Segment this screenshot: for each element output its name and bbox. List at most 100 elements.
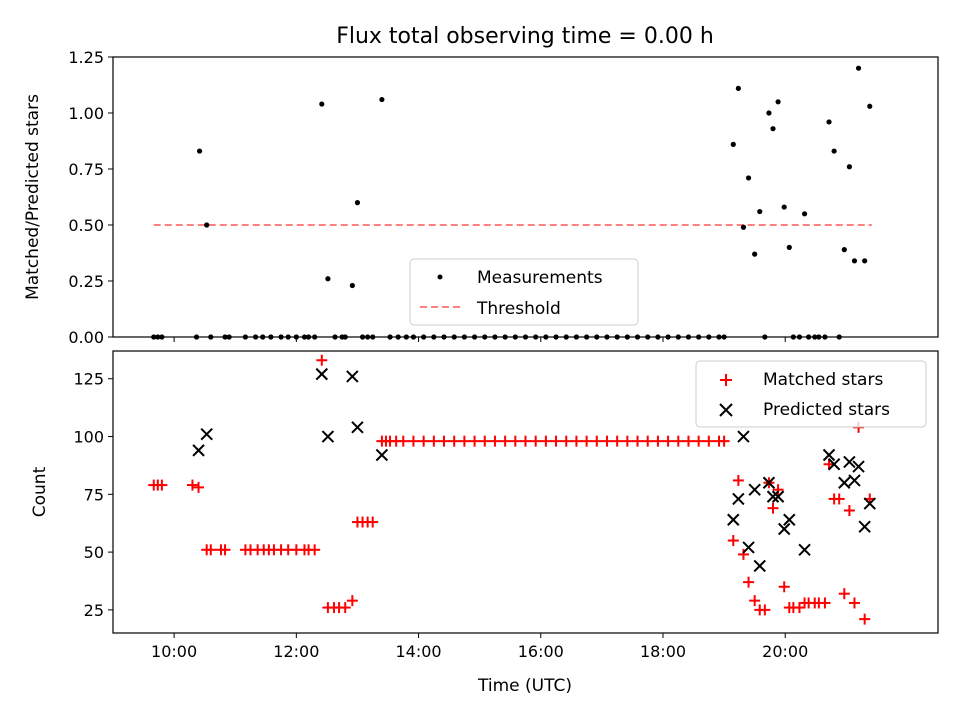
predicted-star-point — [742, 541, 755, 554]
matched-star-point — [509, 435, 521, 447]
matched-star-point — [407, 435, 419, 447]
y-tick-label: 0.75 — [68, 160, 104, 179]
measurement-point — [349, 282, 355, 289]
top-panel: 0.00 0.25 0.50 0.75 1.00 1.25 Matched/Predict… — [23, 48, 939, 347]
matched-star-point — [448, 435, 460, 447]
matched-star-point — [662, 435, 674, 447]
matched-star-point — [838, 588, 850, 600]
matched-star-point — [219, 544, 231, 556]
matched-star-point — [772, 484, 784, 496]
measurement-point — [752, 251, 758, 257]
measurement-point — [354, 200, 361, 206]
matched-star-point — [833, 493, 845, 505]
measurement-point — [196, 148, 203, 154]
predicted-star-point — [852, 460, 865, 473]
predicted-star-point — [762, 476, 776, 489]
measurement-point — [867, 103, 873, 109]
top-legend-box — [409, 258, 639, 326]
measurement-point — [757, 208, 763, 215]
predicted-star-point — [843, 455, 856, 469]
x-tick-label: 16:00 — [518, 642, 564, 661]
matched-star-point — [570, 435, 582, 447]
top-legend: Measurements Threshold — [409, 258, 639, 326]
x-tick-label: 12:00 — [273, 642, 319, 661]
matched-star-point — [759, 604, 771, 616]
matched-star-point — [428, 435, 440, 447]
measurement-point — [781, 204, 787, 210]
matched-star-point — [193, 481, 205, 493]
measurement-point — [775, 99, 781, 105]
predicted-star-point — [727, 513, 740, 526]
measurement-point — [730, 141, 736, 147]
matched-star-point — [743, 576, 755, 588]
x-tick-label: 14:00 — [396, 642, 442, 661]
legend-predicted-marker — [719, 403, 733, 417]
predicted-star-point — [838, 476, 851, 489]
matched-star-point — [530, 435, 542, 447]
matched-star-point — [703, 435, 715, 447]
matched-star-point — [316, 354, 328, 366]
measurement-point — [770, 126, 776, 132]
matched-star-point — [632, 435, 644, 447]
matched-star-point — [611, 435, 623, 447]
matched-star-point — [591, 435, 603, 447]
predicted-star-point — [748, 483, 761, 496]
matched-star-point — [859, 613, 871, 625]
matched-star-point — [479, 435, 491, 447]
matched-star-point — [346, 595, 358, 607]
top-y-axis: 0.00 0.25 0.50 0.75 1.00 1.25 — [68, 48, 113, 347]
predicted-star-point — [822, 448, 836, 462]
predicted-star-point — [783, 513, 796, 526]
predicted-star-point — [346, 370, 359, 383]
measurement-point — [831, 148, 837, 154]
matched-star-point — [749, 595, 761, 607]
measurement-point — [801, 211, 808, 217]
predicted-star-point — [737, 430, 750, 443]
matched-star-point — [682, 435, 694, 447]
bottom-x-axis-label: Time (UTC) — [477, 676, 572, 696]
predicted-star-point — [732, 492, 745, 506]
bottom-legend-box — [695, 360, 927, 428]
bottom-x-axis: 10:00 12:00 14:00 16:00 18:00 20:00 — [151, 633, 808, 661]
bottom-plot-area — [148, 354, 876, 625]
bottom-legend: Matched stars Predicted stars — [695, 360, 927, 428]
predicted-star-point — [315, 367, 329, 381]
measurement-point — [766, 110, 772, 116]
measurement-point — [841, 247, 847, 253]
x-tick-label: 20:00 — [762, 642, 808, 661]
matched-star-point — [843, 504, 855, 516]
measurement-point — [319, 101, 325, 107]
predicted-star-point — [351, 421, 364, 434]
legend-matched-marker — [720, 374, 732, 386]
matched-star-point — [693, 435, 705, 447]
matched-star-point — [156, 479, 168, 491]
chart-title: Flux total observing time = 0.00 h — [336, 24, 714, 49]
measurement-point — [786, 244, 792, 250]
measurement-point — [862, 258, 868, 264]
matched-star-point — [718, 435, 730, 447]
top-plot-area — [151, 65, 873, 340]
legend-predicted-label: Predicted stars — [763, 400, 890, 420]
matched-star-point — [642, 435, 654, 447]
measurement-point — [745, 175, 752, 181]
matched-star-point — [418, 435, 430, 447]
measurement-point — [855, 65, 862, 71]
y-tick-label: 50 — [84, 543, 104, 562]
measurement-point — [735, 85, 741, 91]
predicted-star-point — [192, 444, 205, 457]
predicted-star-point — [777, 522, 791, 536]
measurement-point — [851, 258, 858, 264]
matched-star-point — [672, 435, 684, 447]
bottom-panel: 25 50 75 100 125 10:00 12:00 14:00 16:00 18:00 20… — [30, 350, 939, 696]
y-tick-label: 0.25 — [68, 272, 104, 291]
y-tick-label: 1.00 — [68, 104, 104, 123]
matched-star-point — [652, 435, 664, 447]
matched-star-point — [621, 435, 633, 447]
measurement-point — [204, 222, 210, 228]
matched-star-point — [499, 435, 511, 447]
predicted-star-point — [798, 543, 811, 556]
y-tick-label: 100 — [73, 428, 104, 447]
bottom-y-axis: 25 50 75 100 125 — [73, 370, 113, 620]
y-tick-label: 1.25 — [68, 48, 104, 67]
predicted-star-point — [848, 474, 861, 487]
